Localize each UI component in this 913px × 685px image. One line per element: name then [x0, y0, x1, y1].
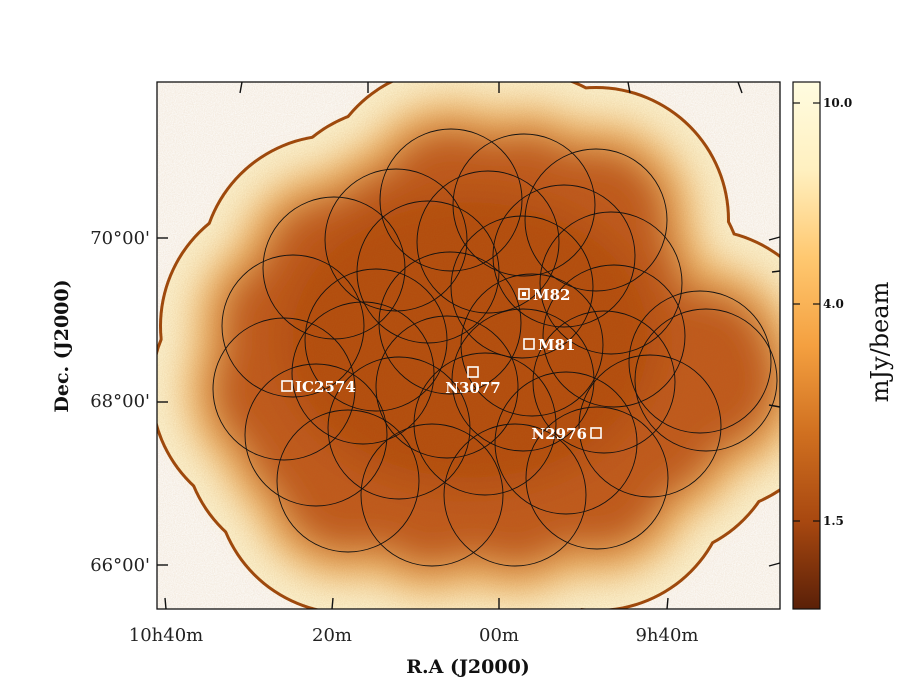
y-tick-label: 66°00': [90, 555, 150, 576]
source-core-m82: [522, 292, 526, 296]
pointing-circle: [524, 148, 668, 292]
axis-tick: [666, 597, 669, 610]
x-tick-label: 00m: [479, 625, 519, 646]
pointing-circle: [443, 423, 587, 567]
pointing-circle: [492, 184, 636, 328]
pointing-circle: [221, 254, 365, 398]
source-marker-m81: [523, 338, 535, 350]
axis-tick: [771, 270, 781, 273]
x-tick-label: 10h40m: [129, 625, 203, 646]
pointing-circle: [276, 409, 420, 553]
pointing-circle: [212, 317, 356, 461]
plot-frame: [156, 81, 781, 610]
colorbar: [792, 81, 821, 610]
axis-tick: [239, 81, 243, 94]
axis-tick: [164, 597, 167, 610]
pointing-circle: [494, 371, 638, 515]
pointing-circles: [212, 128, 778, 567]
source-label-n3077: N3077: [445, 379, 500, 397]
source-markers: M82 M81 N3077 IC2574 N2976: [281, 286, 602, 443]
pointing-circle: [532, 310, 676, 454]
y-axis-label: Dec. (J2000): [51, 279, 73, 412]
pointing-circle: [450, 215, 594, 359]
axis-tick: [627, 81, 631, 94]
pointing-circle: [452, 133, 596, 277]
mosaic-noise: [157, 82, 780, 609]
colorbar-tick-label: 1.5: [823, 514, 844, 528]
pointing-circle: [628, 290, 772, 434]
axis-ticks: [157, 81, 781, 610]
pointing-circle: [542, 264, 686, 408]
axis-tick: [331, 597, 334, 610]
axis-tick: [768, 562, 781, 567]
source-label-n2976: N2976: [532, 425, 587, 443]
source-marker-ic2574: [281, 380, 293, 392]
source-marker-m82: [518, 288, 530, 300]
pointing-circle: [525, 406, 669, 550]
pointing-circle: [360, 423, 504, 567]
x-tick-label: 20m: [312, 625, 352, 646]
pointing-circle: [413, 352, 557, 496]
pointing-circle: [327, 356, 471, 500]
pointing-circle: [379, 128, 523, 272]
pointing-circle: [244, 363, 388, 507]
colorbar-label: mJy/beam: [866, 281, 894, 402]
source-marker-n3077: [467, 366, 479, 378]
x-axis-label: R.A (J2000): [406, 656, 530, 678]
pointing-circle: [375, 315, 519, 459]
axis-tick: [737, 81, 743, 94]
source-label-ic2574: IC2574: [295, 378, 356, 396]
image-area: M82 M81 N3077 IC2574 N2976: [157, 82, 780, 609]
colorbar-tick-label: 10.0: [823, 96, 852, 110]
colorbar-tick-label: 4.0: [823, 297, 844, 311]
pointing-circle: [451, 308, 595, 452]
pointing-circle: [539, 211, 683, 355]
pointing-circle: [634, 308, 778, 452]
axis-tick: [768, 236, 781, 241]
noise-texture: [157, 82, 780, 609]
pointing-circle: [378, 251, 522, 395]
pointing-circle: [578, 354, 722, 498]
pointing-circle: [324, 168, 468, 312]
axis-tick: [768, 404, 781, 408]
source-label-m81: M81: [538, 336, 575, 354]
y-tick-label: 70°00': [90, 228, 150, 249]
pointing-circle: [291, 301, 435, 445]
source-label-m82: M82: [533, 286, 570, 304]
pointing-circle: [304, 268, 448, 412]
source-marker-n2976: [590, 427, 602, 439]
colorbar-ticks: [793, 102, 820, 522]
y-tick-label: 68°00': [90, 391, 150, 412]
pointing-circle: [416, 170, 560, 314]
x-tick-label: 9h40m: [635, 625, 698, 646]
